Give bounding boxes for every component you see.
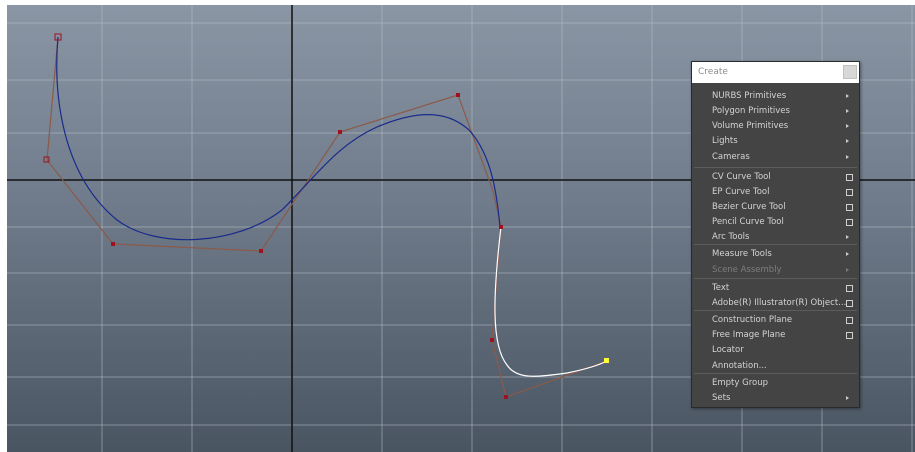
control-vertex[interactable] [54,33,62,41]
menu-item-label: Locator [712,345,744,355]
menu-item-pencil-curve-tool[interactable]: Pencil Curve Tool [692,215,859,230]
control-vertex[interactable] [111,242,115,246]
menu-item-annotation[interactable]: Annotation... [692,359,859,374]
control-vertex[interactable] [43,156,50,163]
menu-item-empty-group[interactable]: Empty Group [692,376,859,391]
menu-item-label: Cameras [712,152,750,162]
menu-item-sets[interactable]: Sets [692,391,859,406]
control-vertex[interactable] [259,249,263,253]
menu-item-arc-tools[interactable]: Arc Tools [692,230,859,245]
menu-item-label: Sets [712,393,731,403]
option-box-icon[interactable] [846,219,853,226]
menu-item-label: Measure Tools [712,249,772,259]
nurbs-curve-1[interactable] [56,36,501,241]
create-menu: Create NURBS Primitives Polygon Primitive… [691,61,860,408]
menu-separator [694,167,857,168]
perspective-viewport[interactable]: Create NURBS Primitives Polygon Primitive… [7,5,915,452]
control-vertex[interactable] [338,130,342,134]
menu-item-label: Bezier Curve Tool [712,202,786,212]
active-control-vertex[interactable] [604,358,609,363]
menu-item-label: Text [712,283,730,293]
menu-item-measure-tools[interactable]: Measure Tools [692,247,859,262]
menu-item-cameras[interactable]: Cameras [692,150,859,165]
submenu-arrow-icon [846,155,849,159]
control-vertex[interactable] [504,395,508,399]
submenu-arrow-icon [846,396,849,400]
option-box-icon[interactable] [846,189,853,196]
create-menu-title: Create [692,62,859,83]
submenu-arrow-icon [846,235,849,239]
submenu-arrow-icon [846,139,849,143]
menu-item-label: Empty Group [712,378,768,388]
menu-item-scene-assembly: Scene Assembly [692,263,859,278]
option-box-icon[interactable] [846,204,853,211]
menu-item-construction-plane[interactable]: Construction Plane [692,313,859,328]
menu-item-label: Free Image Plane [712,330,786,340]
menu-item-adobe-r-illustrator-r-object[interactable]: Adobe(R) Illustrator(R) Object... [692,296,859,311]
menu-item-locator[interactable]: Locator [692,343,859,358]
menu-item-polygon-primitives[interactable]: Polygon Primitives [692,104,859,119]
tear-off-icon[interactable] [843,65,857,79]
submenu-arrow-icon [846,94,849,98]
menu-item-volume-primitives[interactable]: Volume Primitives [692,119,859,134]
menu-item-label: Volume Primitives [712,121,789,131]
submenu-arrow-icon [846,124,849,128]
menu-separator [694,278,857,279]
menu-item-label: Scene Assembly [712,265,782,275]
menu-separator [694,310,857,311]
menu-item-lights[interactable]: Lights [692,134,859,149]
menu-title-label: Create [698,67,728,77]
option-box-icon[interactable] [846,174,853,181]
menu-item-label: EP Curve Tool [712,187,770,197]
option-box-icon[interactable] [846,317,853,324]
submenu-arrow-icon [846,252,849,256]
menu-item-label: Polygon Primitives [712,106,790,116]
submenu-arrow-icon [846,109,849,113]
menu-item-label: Annotation... [712,361,767,371]
active-curve[interactable] [494,226,608,377]
option-box-icon[interactable] [846,285,853,292]
option-box-icon[interactable] [846,332,853,339]
menu-item-label: Pencil Curve Tool [712,217,784,227]
menu-item-label: Arc Tools [712,232,750,242]
menu-separator [694,244,857,245]
menu-item-cv-curve-tool[interactable]: CV Curve Tool [692,170,859,185]
menu-item-label: Construction Plane [712,315,793,325]
menu-item-bezier-curve-tool[interactable]: Bezier Curve Tool [692,200,859,215]
menu-item-text[interactable]: Text [692,281,859,296]
control-vertex[interactable] [456,93,460,97]
menu-item-label: CV Curve Tool [712,172,771,182]
control-vertex[interactable] [490,338,494,342]
menu-item-nurbs-primitives[interactable]: NURBS Primitives [692,89,859,104]
menu-item-ep-curve-tool[interactable]: EP Curve Tool [692,185,859,200]
option-box-icon[interactable] [846,300,853,307]
curve-hull-2 [491,226,608,398]
menu-item-label: Lights [712,136,738,146]
menu-item-label: Adobe(R) Illustrator(R) Object... [712,298,847,308]
menu-item-label: NURBS Primitives [712,91,787,101]
submenu-arrow-icon [846,268,849,272]
menu-separator [694,373,857,374]
menu-item-free-image-plane[interactable]: Free Image Plane [692,328,859,343]
control-vertex[interactable] [499,225,503,229]
